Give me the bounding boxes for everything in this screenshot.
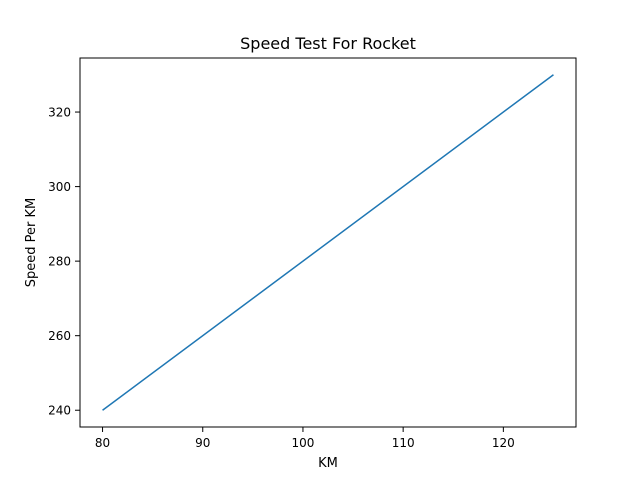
chart-title: Speed Test For Rocket — [240, 34, 416, 53]
y-tick-label: 260 — [48, 329, 71, 343]
y-tick-label: 280 — [48, 255, 71, 269]
ticks-group: 80 90 100 110 120 240 260 280 300 320 — [48, 106, 515, 450]
y-tick-label: 240 — [48, 404, 71, 418]
y-axis-label: Speed Per KM — [24, 198, 39, 287]
x-axis-label: KM — [318, 456, 338, 471]
x-tick-label: 120 — [492, 436, 515, 450]
x-tick-label: 110 — [392, 436, 415, 450]
x-tick-label: 80 — [95, 436, 110, 450]
y-tick-label: 300 — [48, 180, 71, 194]
y-tick-label: 320 — [48, 106, 71, 120]
x-tick-label: 100 — [291, 436, 314, 450]
series-group — [102, 74, 554, 411]
series-line — [102, 74, 554, 411]
x-tick-label: 90 — [195, 436, 210, 450]
plot-frame — [79, 57, 577, 428]
